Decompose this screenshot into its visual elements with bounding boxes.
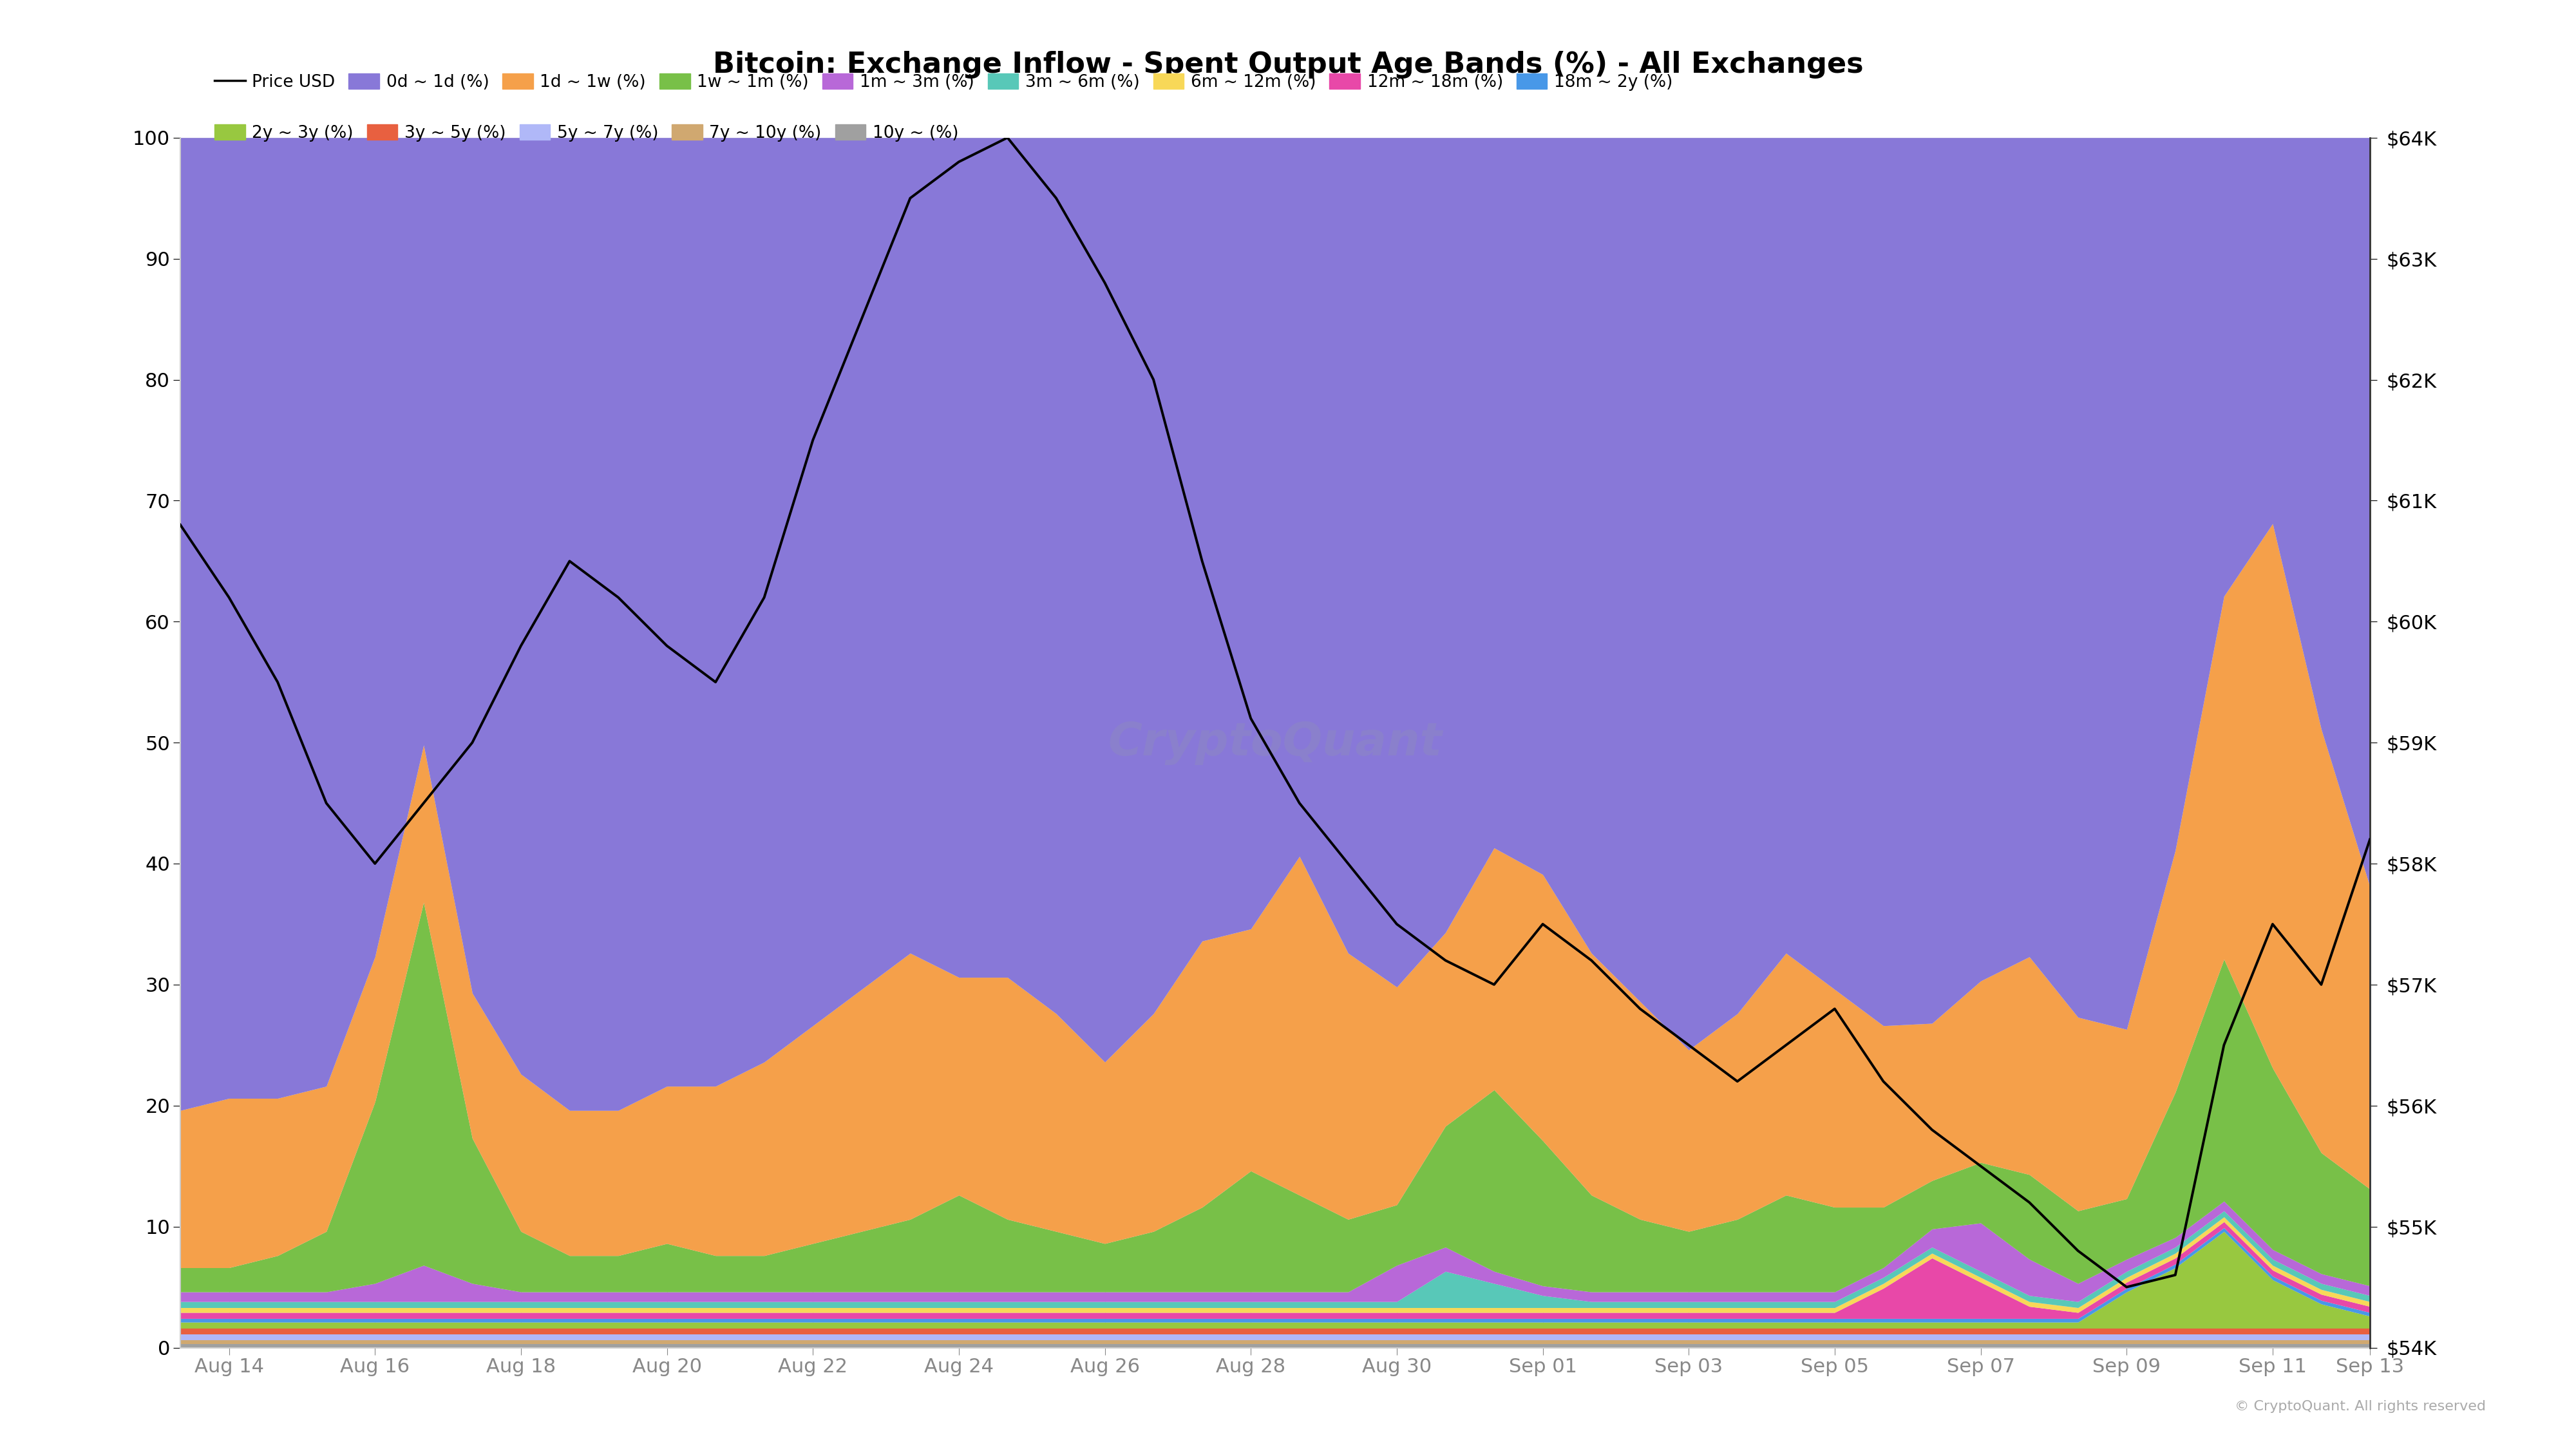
Text: Bitcoin: Exchange Inflow - Spent Output Age Bands (%) - All Exchanges: Bitcoin: Exchange Inflow - Spent Output … xyxy=(714,51,1862,78)
Text: CryptoQuant: CryptoQuant xyxy=(1108,720,1443,765)
Legend: 2y ~ 3y (%), 3y ~ 5y (%), 5y ~ 7y (%), 7y ~ 10y (%), 10y ~ (%): 2y ~ 3y (%), 3y ~ 5y (%), 5y ~ 7y (%), 7… xyxy=(214,125,958,142)
Legend: Price USD, 0d ~ 1d (%), 1d ~ 1w (%), 1w ~ 1m (%), 1m ~ 3m (%), 3m ~ 6m (%), 6m ~: Price USD, 0d ~ 1d (%), 1d ~ 1w (%), 1w … xyxy=(214,74,1672,91)
Text: © CryptoQuant. All rights reserved: © CryptoQuant. All rights reserved xyxy=(2236,1400,2486,1413)
